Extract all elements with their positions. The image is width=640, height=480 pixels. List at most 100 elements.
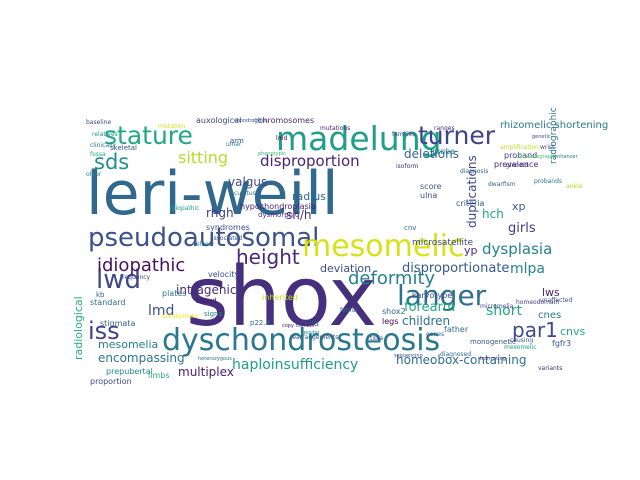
word: gender <box>302 330 321 336</box>
word: homeobox-containing <box>396 353 526 367</box>
word: encompassing <box>98 351 185 365</box>
word: ulnar <box>226 141 242 148</box>
word: dysplasia <box>482 240 552 258</box>
word: glenoid <box>506 162 528 169</box>
word: enhancer <box>554 154 578 160</box>
word: ranges <box>434 125 455 132</box>
word: copy number <box>282 323 316 329</box>
word: inherited <box>262 293 298 302</box>
word: short <box>486 303 522 319</box>
word: rearrangements <box>290 334 338 341</box>
word: hch <box>482 207 504 221</box>
word: lwd <box>96 265 141 295</box>
word: diagnosed <box>440 351 471 358</box>
word: mesomelia <box>98 338 158 351</box>
word: causing <box>510 337 533 344</box>
word: lws <box>542 286 560 299</box>
word: mesomelic <box>302 229 465 264</box>
word: proband <box>504 151 537 160</box>
word: syndromes <box>206 223 250 232</box>
word: valgus <box>228 175 267 189</box>
word: cnv <box>404 224 416 232</box>
word: limbs <box>148 371 169 380</box>
word: children <box>402 314 450 328</box>
word: idiopathic <box>170 205 199 212</box>
word: truncating <box>480 356 506 362</box>
word: disproportion <box>260 152 360 170</box>
word: auxological <box>196 116 241 125</box>
word: unaffected <box>540 297 572 304</box>
word: diagnosis <box>460 168 488 175</box>
word: heterozygous <box>198 356 232 362</box>
word: madelung <box>276 119 442 158</box>
word: kb <box>96 291 105 299</box>
word: lmd <box>276 135 288 142</box>
word: chromosomes <box>258 116 314 125</box>
word: shox <box>186 250 377 345</box>
word: radiological <box>72 296 85 360</box>
word: score <box>420 182 442 191</box>
word: radius <box>292 190 326 203</box>
word: child <box>300 319 319 328</box>
word: genes <box>426 331 444 338</box>
word: probands <box>534 178 562 185</box>
word: amplification <box>500 144 539 151</box>
word: deformity <box>348 268 436 289</box>
word: p22.3 <box>250 319 270 327</box>
word: plates <box>162 289 186 298</box>
word: leri-weill <box>86 159 339 229</box>
word: chondrocytes <box>234 118 268 124</box>
word: multiplex <box>178 365 234 379</box>
word: karyotype <box>412 291 452 300</box>
word: idiopathic <box>97 255 185 276</box>
word: xp <box>512 200 526 213</box>
word: stigmata <box>100 319 135 328</box>
word: cnes <box>538 310 561 321</box>
word: ulna <box>420 191 437 200</box>
word: iss <box>88 317 120 345</box>
word: cubitus <box>234 190 256 197</box>
word: tibia <box>370 335 383 342</box>
word: homeodomain <box>516 299 559 306</box>
word: baseline <box>86 119 111 126</box>
word: associated <box>210 235 242 242</box>
word: families <box>392 131 415 138</box>
word: monogenetic <box>470 338 516 346</box>
word: radiographic <box>549 107 559 164</box>
word: sitting <box>178 148 228 167</box>
word: turner <box>418 121 496 150</box>
word: fgfr3 <box>552 339 571 348</box>
word: hypochondroplasia <box>240 202 316 211</box>
word: criteria <box>456 199 484 208</box>
word: yp <box>464 244 478 257</box>
word: sh/h <box>286 208 312 222</box>
word: mesomelic <box>504 344 537 351</box>
word: pseudoautosomal <box>88 223 319 253</box>
word: standard <box>90 298 125 307</box>
word: probe <box>432 147 455 156</box>
word: fossa <box>90 151 106 158</box>
word: mlpa <box>510 261 545 277</box>
word: microsatellite <box>412 238 474 248</box>
word: duplications <box>465 155 479 228</box>
word: girls <box>508 221 536 236</box>
word: sds <box>94 150 129 174</box>
word: gh <box>254 117 262 124</box>
word: wrist <box>540 144 555 151</box>
word: velocity <box>208 270 240 279</box>
word: variants <box>538 365 562 372</box>
word: genetic <box>532 134 551 140</box>
word: rhizomelic shortening <box>500 120 608 131</box>
word: isoform <box>396 163 419 170</box>
word: phenotypic <box>258 151 286 157</box>
word: stature <box>104 121 193 150</box>
word: lmd <box>148 303 174 319</box>
word: ultrasonography <box>516 154 557 160</box>
word: mutations <box>320 125 350 132</box>
word: deletions <box>404 147 459 161</box>
word: par1 <box>512 318 558 342</box>
word: dwarfism <box>488 181 516 188</box>
word: sequencing <box>394 353 423 359</box>
word: frequency <box>120 274 151 281</box>
word: rhgh <box>206 206 234 220</box>
